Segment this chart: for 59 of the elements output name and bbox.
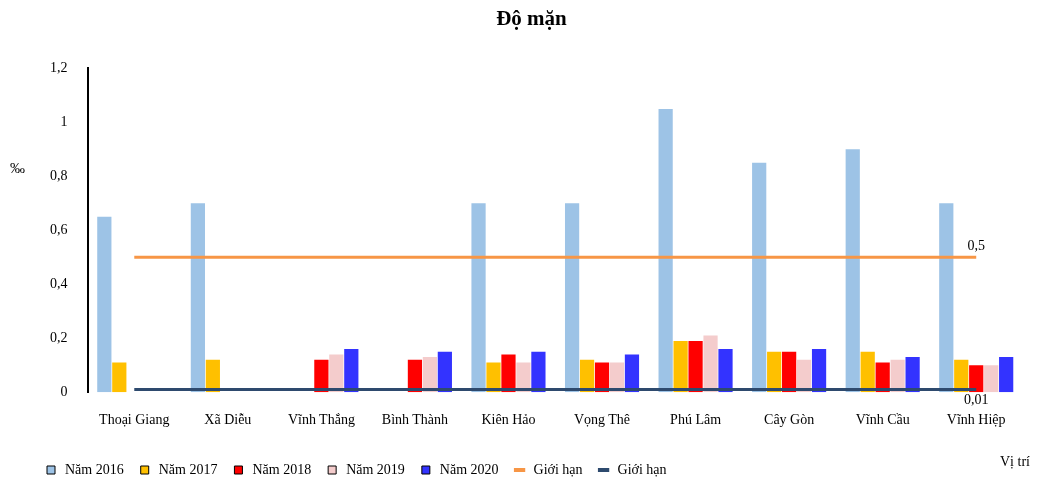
bar — [905, 357, 920, 393]
x-tick-label: Thoại Giang — [99, 412, 170, 428]
y-tick-label: 1,2 — [50, 60, 68, 76]
bar — [673, 340, 688, 393]
x-tick-label: Vĩnh Thắng — [287, 412, 355, 428]
x-tick-label: Cây Gòn — [764, 412, 815, 428]
bar — [112, 362, 127, 393]
y-tick-label: 0,6 — [50, 221, 68, 237]
bar — [658, 108, 673, 393]
legend-label: Năm 2018 — [252, 461, 312, 477]
data-label: 0,5 — [967, 237, 985, 253]
bar — [97, 216, 112, 393]
bar — [767, 351, 782, 393]
bar — [344, 349, 359, 393]
bar — [860, 351, 875, 393]
bar — [752, 162, 767, 393]
bar — [999, 357, 1014, 393]
bar — [329, 354, 344, 393]
bar — [471, 203, 486, 393]
bar — [845, 149, 860, 393]
bar — [531, 351, 546, 393]
data-label: 0,01 — [963, 392, 989, 408]
bar — [688, 340, 703, 393]
x-axis-title: Vị trí — [1000, 454, 1030, 470]
bar — [782, 351, 797, 393]
bar — [501, 354, 516, 393]
bar — [939, 203, 954, 393]
bar — [718, 349, 733, 393]
x-tick-label: Vọng Thê — [573, 412, 631, 428]
bar — [437, 351, 452, 393]
x-tick-label: Vĩnh Hiệp — [946, 412, 1006, 428]
y-tick-label: 0,2 — [50, 329, 68, 345]
bar — [422, 357, 437, 393]
x-tick-label: Bình Thành — [381, 412, 449, 428]
legend-label: Giới hạn — [617, 461, 667, 477]
bar — [486, 362, 501, 393]
y-tick-label: 0 — [60, 383, 68, 399]
legend-label: Năm 2016 — [65, 461, 124, 477]
legend-label: Năm 2017 — [158, 461, 218, 477]
legend-label: Năm 2020 — [439, 461, 499, 477]
y-tick-label: 1 — [60, 114, 68, 130]
bar — [984, 365, 999, 393]
legend-label: Năm 2019 — [346, 461, 405, 477]
y-tick-label: 0,4 — [50, 275, 68, 291]
bar — [811, 349, 827, 393]
x-tick-label: Vĩnh Cầu — [855, 412, 910, 428]
x-tick-label: Kiên Hảo — [481, 412, 536, 428]
x-tick-label: Xã Diễu — [204, 412, 252, 428]
bar — [969, 365, 984, 393]
y-tick-label: 0,8 — [50, 168, 68, 184]
bar — [516, 362, 531, 393]
y-axis-title: ‰ — [10, 160, 25, 177]
bar — [190, 203, 205, 393]
chart-title: Độ mặn — [495, 6, 568, 31]
bar — [703, 335, 718, 393]
bar — [564, 203, 580, 393]
x-tick-label: Phú Lâm — [670, 412, 722, 428]
bar — [624, 354, 640, 393]
legend-label: Giới hạn — [533, 461, 583, 477]
